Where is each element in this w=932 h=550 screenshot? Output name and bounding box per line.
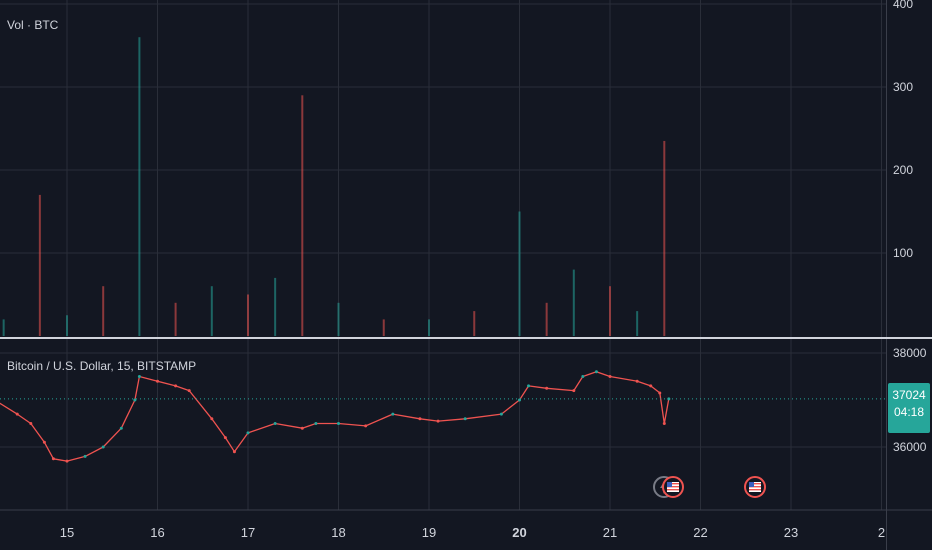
- price-point: [156, 379, 159, 383]
- volume-y-tick-label: 300: [893, 80, 913, 94]
- price-point: [391, 412, 395, 416]
- price-point: [527, 384, 531, 388]
- price-point: [187, 389, 191, 393]
- x-tick-label: 23: [784, 525, 798, 540]
- price-point: [658, 391, 662, 395]
- price-y-tick-label: 36000: [893, 440, 927, 454]
- volume-bar: [428, 319, 430, 336]
- price-point: [42, 440, 46, 444]
- price-point: [314, 422, 318, 425]
- volume-bar: [337, 302, 340, 336]
- price-point: [15, 412, 19, 416]
- x-tick-label: 20: [512, 525, 526, 540]
- volume-bar: [274, 277, 277, 336]
- price-series: [0, 370, 886, 463]
- volume-y-tick-label: 400: [893, 0, 913, 11]
- volume-bar: [210, 286, 213, 336]
- price-point: [418, 417, 422, 421]
- volume-bars: [2, 37, 666, 336]
- volume-bar: [138, 37, 141, 336]
- volume-bar: [174, 302, 177, 336]
- volume-pane-title: Vol · BTC: [7, 18, 59, 32]
- price-point: [300, 426, 304, 430]
- us-flag-icon[interactable]: [662, 476, 685, 498]
- price-point: [337, 422, 340, 425]
- price-point: [581, 375, 585, 378]
- volume-bar: [247, 294, 249, 336]
- x-tick-label: 22: [693, 525, 707, 540]
- volume-y-tick-label: 100: [893, 246, 913, 260]
- price-pane-title: Bitcoin / U.S. Dollar, 15, BITSTAMP: [7, 359, 197, 373]
- volume-bar: [473, 311, 476, 336]
- price-point: [65, 459, 69, 463]
- grid-layer: [0, 0, 886, 510]
- price-point: [137, 375, 141, 378]
- price-line: [0, 371, 670, 462]
- x-tick-label: 16: [150, 525, 164, 540]
- price-point: [635, 379, 639, 383]
- volume-bar: [609, 286, 611, 336]
- last-price-value: 37024: [892, 388, 926, 402]
- price-point: [246, 431, 250, 435]
- price-point: [119, 426, 123, 430]
- x-tick-label: 19: [422, 525, 436, 540]
- volume-bar: [301, 95, 304, 336]
- x-tick-label: 17: [241, 525, 255, 540]
- volume-bar: [518, 211, 521, 336]
- price-y-tick-label: 38000: [893, 346, 927, 360]
- price-point: [29, 422, 33, 425]
- price-point: [210, 417, 214, 421]
- bar-countdown: 04:18: [893, 405, 925, 419]
- volume-bar: [663, 140, 666, 336]
- price-point: [83, 454, 87, 458]
- price-point: [232, 450, 236, 454]
- price-point: [608, 375, 612, 378]
- volume-bar: [572, 269, 575, 336]
- price-point: [174, 384, 178, 388]
- price-point: [364, 424, 368, 428]
- price-point: [101, 445, 105, 449]
- volume-bar: [38, 194, 41, 336]
- price-point: [662, 422, 666, 425]
- price-point: [223, 436, 227, 440]
- volume-bar: [2, 319, 5, 336]
- x-tick-label: 21: [603, 525, 617, 540]
- price-point: [51, 457, 55, 461]
- us-flag-icon[interactable]: [743, 476, 766, 498]
- x-tick-label: 15: [60, 525, 74, 540]
- volume-bar: [545, 302, 548, 336]
- price-point: [463, 417, 467, 421]
- price-point: [133, 398, 137, 402]
- volume-bar: [102, 286, 105, 336]
- x-tick-label: 2: [878, 525, 885, 540]
- price-point: [545, 386, 549, 390]
- price-point: [572, 389, 576, 393]
- price-point: [436, 419, 440, 423]
- price-point: [649, 384, 653, 388]
- price-point: [499, 412, 503, 416]
- axis-labels: 15 16 17 18 19 20 21 22 23 2 400 300 200 100 38000 3600…: [60, 0, 927, 540]
- volume-bar: [636, 311, 639, 336]
- x-tick-label: 18: [331, 525, 345, 540]
- volume-y-tick-label: 200: [893, 163, 913, 177]
- volume-bar: [66, 315, 68, 336]
- last-price-badge: 37024 04:18: [888, 383, 930, 433]
- volume-bar: [382, 319, 385, 336]
- price-point: [594, 370, 598, 374]
- price-point: [273, 422, 277, 425]
